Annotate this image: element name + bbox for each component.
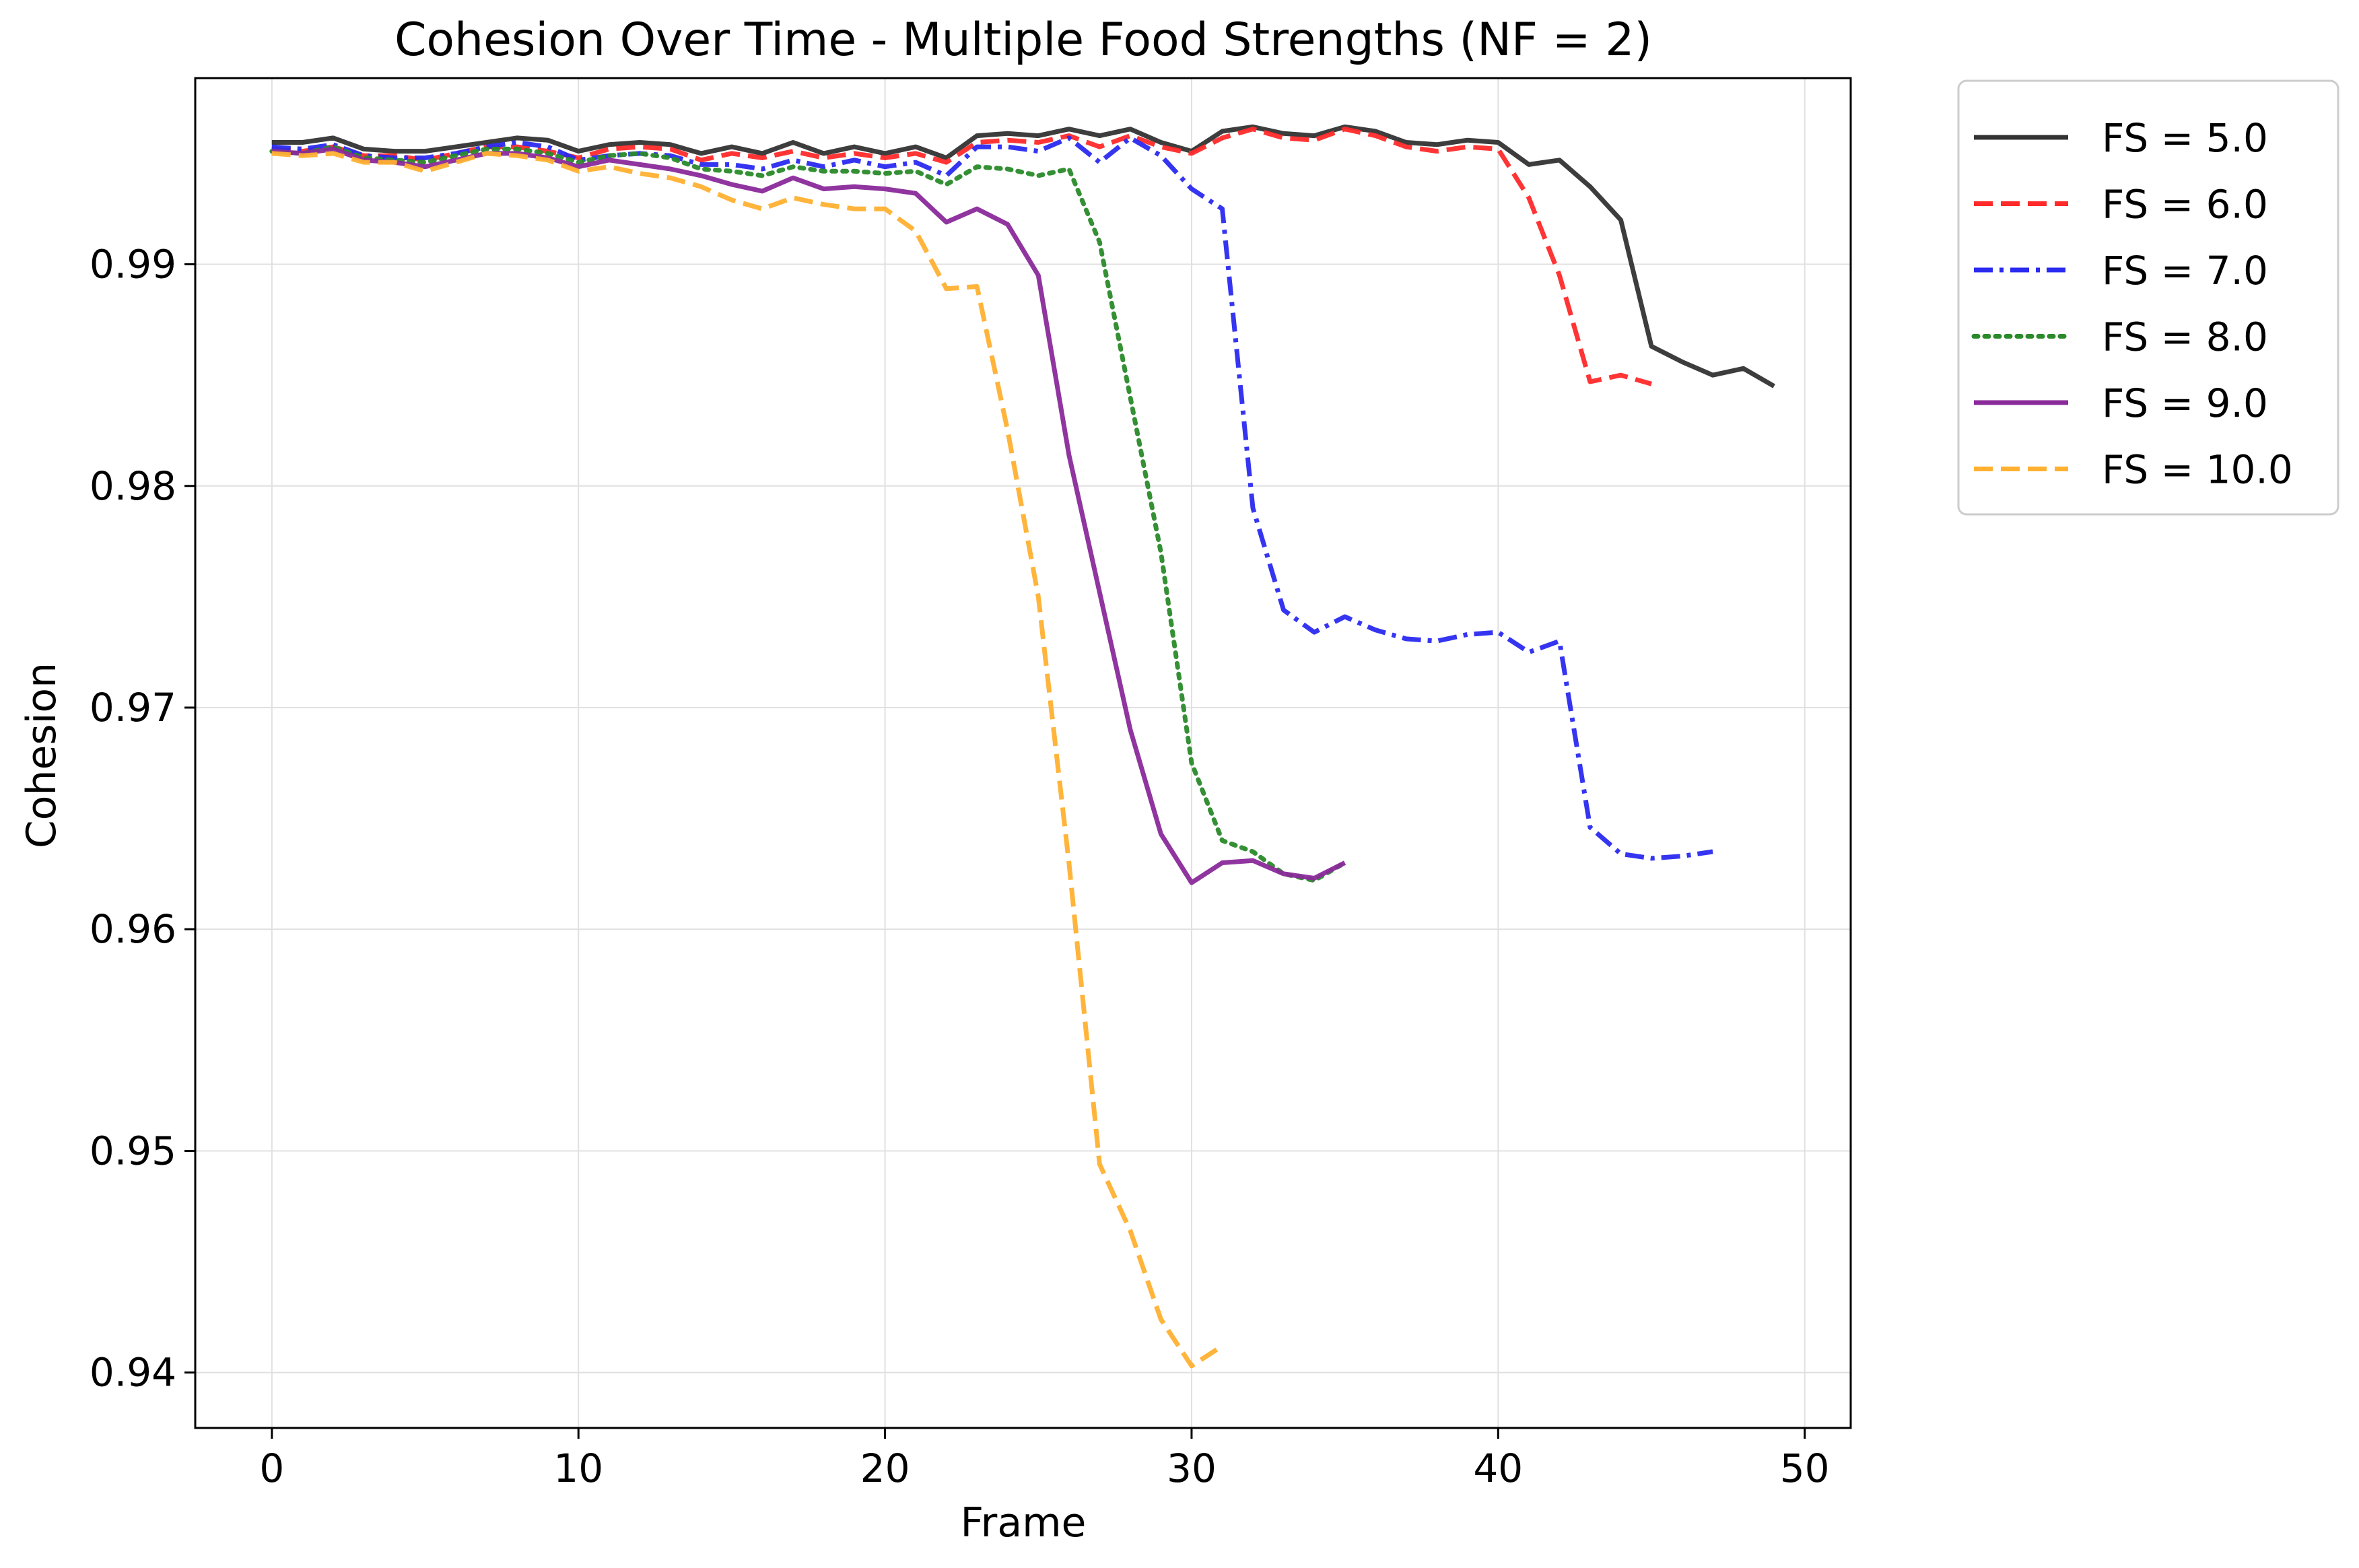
plot-area: 0 10 20 30 40 50 0.94 0.95 0.96 0.97 0.98 0.99 [90,77,1852,1491]
series-line-3 [271,135,1713,861]
series-line-4 [269,144,1348,883]
series-line-5 [271,146,1346,885]
legend-label: FS = 10.0 [2102,447,2293,493]
x-tick-label: 10 [553,1445,603,1491]
gridlines [195,78,1851,1428]
legend-label: FS = 8.0 [2102,314,2268,360]
y-tick-label: 0.94 [90,1350,176,1396]
y-tick-label: 0.98 [90,463,176,509]
y-tick-label: 0.95 [90,1128,176,1173]
legend-label: FS = 7.0 [2102,248,2268,294]
y-tick-label: 0.99 [90,242,176,287]
x-tick-label: 30 [1167,1445,1217,1491]
series-lines [269,124,1775,1369]
y-axis-ticks: 0.94 0.95 0.96 0.97 0.98 0.99 [90,242,195,1396]
x-tick-label: 40 [1473,1445,1523,1491]
legend-label: FS = 5.0 [2102,115,2268,161]
y-tick-label: 0.97 [90,685,176,730]
series-line-6 [271,151,1224,1369]
plot-frame [194,77,1852,1429]
x-axis-label: Frame [961,1499,1087,1546]
x-tick-label: 0 [259,1445,284,1491]
y-axis-label: Cohesion [18,662,65,848]
x-tick-label: 20 [860,1445,910,1491]
legend-label: FS = 9.0 [2102,380,2268,426]
series-line-1 [271,124,1775,388]
chart-title: Cohesion Over Time - Multiple Food Stren… [395,13,1652,67]
y-tick-label: 0.96 [90,906,176,952]
x-tick-label: 50 [1780,1445,1830,1491]
legend-label: FS = 6.0 [2102,182,2268,228]
legend-box [1957,79,2339,516]
x-axis-ticks: 0 10 20 30 40 50 [259,1428,1830,1491]
legend: FS = 5.0 FS = 6.0 FS = 7.0 FS = 8.0 FS = 9.0… [1957,79,2339,516]
